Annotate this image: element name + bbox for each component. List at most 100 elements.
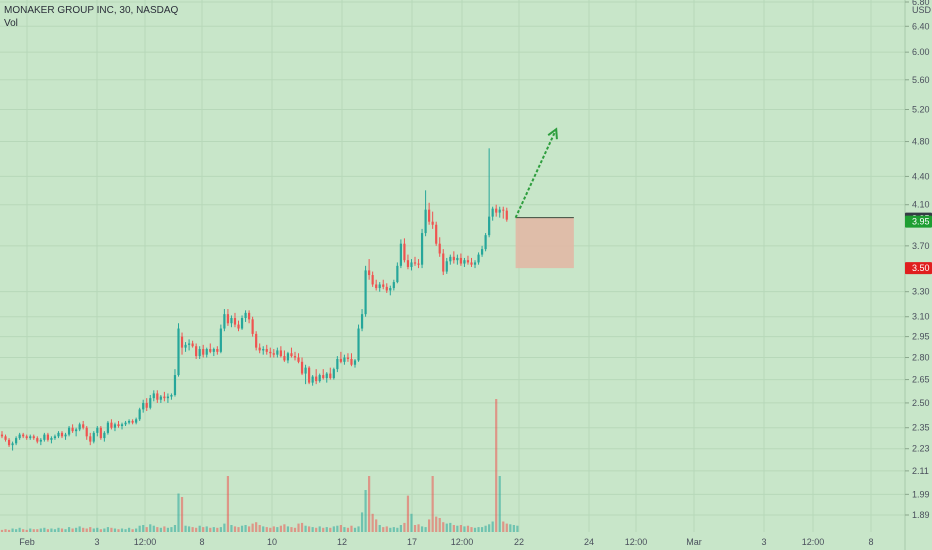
volume-bar (18, 527, 21, 532)
time-tick-label: 3 (94, 537, 99, 547)
price-tick-label: 2.35 (912, 423, 930, 433)
candle-body (135, 419, 138, 423)
volume-bar (346, 527, 350, 532)
candle-body (353, 360, 357, 365)
time-tick-label: 3 (761, 537, 766, 547)
price-tick-label: 6.40 (912, 21, 930, 31)
volume-bar (477, 527, 480, 532)
price-tick-label: 4.80 (912, 137, 930, 147)
volume-bar (173, 525, 177, 532)
volume-bar (428, 519, 431, 532)
volume-bar (364, 490, 367, 532)
volume-bar (124, 529, 127, 532)
volume-bar (339, 525, 342, 532)
volume-bar (113, 528, 117, 532)
candle-body (240, 318, 244, 329)
candle-body (424, 209, 427, 234)
volume-bar (149, 524, 152, 532)
candle-body (413, 262, 417, 264)
volume-bar (336, 525, 339, 532)
candle-body (138, 409, 141, 420)
volume-bar (198, 525, 201, 532)
volume-bar (131, 529, 134, 532)
candle-body (177, 328, 180, 376)
time-tick-label: 17 (407, 537, 417, 547)
volume-bar (92, 528, 95, 532)
volume-bar (209, 527, 212, 532)
candle-body (53, 436, 57, 439)
candle-body (18, 434, 21, 439)
candle-body (325, 373, 328, 379)
candle-body (452, 256, 455, 261)
volume-bar (142, 525, 145, 532)
candle-body (244, 312, 247, 319)
price-axis[interactable]: 6.80 6.40 6.00 5.60 5.20 4.80 4.40 4.10 3.70 3.30… (904, 0, 932, 550)
candle-body (25, 436, 28, 439)
volume-bar (311, 527, 314, 532)
candle-body (230, 318, 233, 324)
volume-bar (420, 526, 424, 532)
volume-bar (106, 527, 109, 532)
candle-body (96, 427, 99, 433)
candle-body (406, 260, 410, 267)
candle-body (332, 369, 335, 379)
candle-body (315, 376, 318, 382)
candle-body (442, 253, 445, 272)
volume-bar (456, 525, 459, 532)
volume-bar (202, 527, 205, 532)
volume-bar (135, 528, 138, 532)
candle-body (431, 221, 434, 225)
candle-body (205, 349, 208, 355)
volume-bar (325, 527, 328, 532)
candle-body (272, 353, 275, 355)
candle-body (276, 350, 279, 355)
volume-bar (297, 523, 300, 532)
volume-bar (177, 493, 180, 532)
volume-bar (375, 519, 378, 532)
price-badges: 3.953.953.50 (905, 212, 932, 275)
volume-bar (53, 529, 57, 532)
candle-body (223, 314, 226, 329)
volume-bar (187, 526, 191, 532)
volume-bar (502, 521, 505, 532)
candle-body (286, 353, 290, 361)
volume-bar (498, 476, 501, 532)
volume-bar (145, 527, 148, 532)
volume-bar (371, 513, 374, 532)
volume-bar (318, 526, 321, 532)
volume-bar (505, 523, 508, 532)
time-axis[interactable]: Feb 3 12:00 8 10 12 17 12:00 22 24 12:00 Mar 3 12:00 8 (19, 537, 873, 547)
target-arrow-line (514, 128, 558, 219)
candle-body (470, 262, 473, 265)
volume-bar (322, 527, 325, 532)
candle-body (290, 353, 293, 357)
candle-body (7, 439, 11, 446)
candle-body (495, 208, 498, 213)
volume-bar (75, 527, 78, 532)
candle-body (293, 356, 297, 358)
candle-body (22, 434, 25, 437)
candle-body (502, 209, 505, 211)
price-badge-label: 3.50 (912, 263, 930, 273)
volume-bar (392, 527, 395, 532)
volume-bar (195, 527, 198, 532)
candle-body (498, 209, 501, 213)
candle-body (0, 434, 4, 437)
volume-bar (480, 527, 484, 532)
volume-bar (233, 526, 237, 532)
volume-bar (248, 526, 251, 532)
volume-bar (300, 522, 304, 532)
candle-body (350, 358, 353, 365)
volume-bar (163, 526, 166, 532)
candle-body (346, 357, 350, 359)
price-tick-label: 6.80 (912, 0, 930, 7)
grid-lines (0, 0, 905, 532)
volume-bar (103, 528, 106, 532)
candle-body (435, 224, 438, 244)
candle-body (410, 262, 413, 267)
candle-body (198, 349, 201, 357)
volume-bar (156, 527, 159, 532)
volume-bar (399, 525, 402, 532)
